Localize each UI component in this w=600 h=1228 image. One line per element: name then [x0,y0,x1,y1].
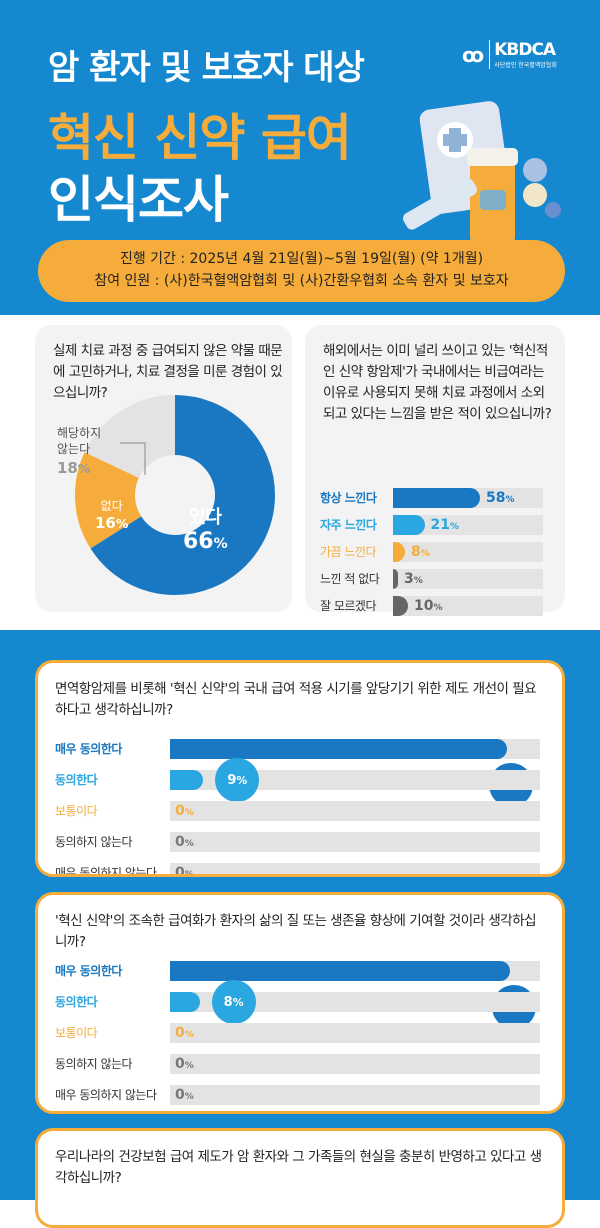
bar-fill [170,770,204,790]
question-text: 면역항암제를 비롯해 '혁신 신약'의 국내 급여 적용 시기를 앞당기기 위한… [55,681,537,718]
bar-track: 58% [393,488,543,508]
bar-value: 0% [175,1056,194,1072]
bar-value: 10% [414,598,443,614]
bar-value: 58% [486,490,515,506]
bar-label: 항상 느낀다 [320,491,377,505]
bar-fill [393,515,425,535]
label-yes: 있다 66% [183,507,228,554]
question-text: '혁신 신약'의 조속한 급여화가 환자의 삶의 질 또는 생존율 향상에 기여… [55,913,537,950]
logo-name: KBDCA [494,40,556,60]
survey-period: 진행 기간 : 2025년 4월 21일(월)~5월 19일(월) (약 1개월… [119,251,484,267]
bar-label: 느낀 적 없다 [320,572,380,586]
bar-track: 21% [393,515,543,535]
bar-value: 0% [175,1025,194,1041]
bar-value: 21% [430,517,460,533]
bar-track: 0% [170,1085,540,1105]
value-bubble: 9% [215,758,260,802]
bar-label: 보통이다 [55,1026,98,1040]
bar-fill [170,992,200,1012]
donut-chart [75,395,275,595]
legend-label-not-applicable: 해당하지 않는다 [57,426,102,456]
question-text: 우리나라의 건강보험 급여 제도가 암 환자와 그 가족들의 현실을 충분히 반… [55,1149,542,1186]
bar-label: 매우 동의하지 않는다 [55,866,157,877]
survey-participants: 참여 인원 : (사)한국혈액암협회 및 (사)간환우협회 소속 환자 및 보호… [94,273,509,289]
bar-value: 0% [175,865,194,877]
bar-label: 동의하지 않는다 [55,835,133,849]
bar-label: 보통이다 [55,804,98,818]
logo-subtitle: 사단법인 한국혈액암협회 [494,62,557,69]
question-card-4: '혁신 신약'의 조속한 급여화가 환자의 삶의 질 또는 생존율 향상에 기여… [35,892,565,1114]
bar-fill [393,596,408,616]
bar-fill [393,488,480,508]
bar-label: 매우 동의한다 [55,964,122,978]
bar-fill [170,961,511,981]
bar-label: 매우 동의하지 않는다 [55,1088,157,1102]
bar-fill [393,542,405,562]
question-text: 실제 치료 과정 중 급여되지 않은 약물 때문에 고민하거나, 치료 결정을 … [53,343,283,401]
bar-track [170,992,540,1012]
question-card-2: 해외에서는 이미 널리 쓰이고 있는 '혁신적인 신약 항암제'가 국내에서는 … [305,325,565,616]
question-text: 해외에서는 이미 널리 쓰이고 있는 '혁신적인 신약 항암제'가 국내에서는 … [323,343,552,422]
value-bubble: 8% [211,980,256,1024]
title-line-2: 혁신 신약 급여 [48,109,352,167]
question-card-1: 실제 치료 과정 중 급여되지 않은 약물 때문에 고민하거나, 치료 결정을 … [35,325,292,612]
question-card-3: 면역항암제를 비롯해 '혁신 신약'의 국내 급여 적용 시기를 앞당기기 위한… [35,660,565,877]
donut-slice-1 [75,395,275,595]
bar-track: 0% [170,1054,540,1074]
bar-track [170,961,540,981]
bar-label: 자주 느낀다 [320,518,377,532]
bar-label: 동의한다 [55,773,98,787]
title-line-3: 인식조사 [48,171,229,229]
pct-not-applicable: 18% [57,459,91,477]
label-no: 없다 16% [95,499,129,532]
bar-label: 잘 모르겠다 [320,599,377,613]
bar-value: 3% [404,571,423,587]
donut-slice-2 [75,395,275,595]
bar-track: 3% [393,569,543,589]
bar-track: 0% [170,1023,540,1043]
bar-track: 0% [170,832,540,852]
bar-track [170,739,540,759]
leader-line [120,442,146,475]
question-card-5: 우리나라의 건강보험 급여 제도가 암 환자와 그 가족들의 현실을 충분히 반… [35,1128,565,1228]
bar-fill [170,739,507,759]
bar-label: 매우 동의한다 [55,742,122,756]
ribbon-icon: ꝏ [462,42,485,67]
bar-fill [393,569,398,589]
bar-label: 동의한다 [55,995,98,1009]
bar-track: 10% [393,596,543,616]
survey-info-banner: 진행 기간 : 2025년 4월 21일(월)~5월 19일(월) (약 1개월… [38,240,565,302]
bar-value: 0% [175,834,194,850]
bar-value: 0% [175,803,194,819]
kbdca-logo: ꝏ KBDCA 사단법인 한국혈액암협회 [462,40,557,69]
bar-track: 0% [170,801,540,821]
bar-value: 8% [411,544,430,560]
bar-track: 8% [393,542,543,562]
bar-track: 0% [170,863,540,877]
bar-label: 동의하지 않는다 [55,1057,133,1071]
bar-label: 가끔 느낀다 [320,545,377,559]
bar-track [170,770,540,790]
bar-value: 0% [175,1087,194,1103]
medicine-illustration-icon [403,101,561,245]
title-line-1: 암 환자 및 보호자 대상 [48,48,365,88]
